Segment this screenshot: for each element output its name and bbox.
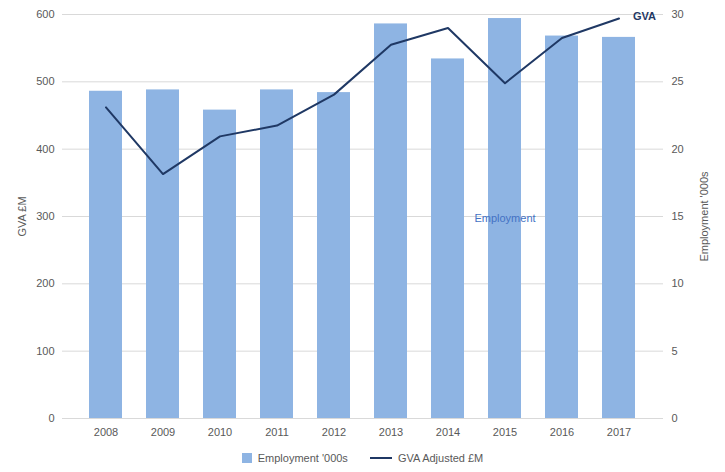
svg-text:2010: 2010	[208, 426, 232, 438]
svg-text:2012: 2012	[322, 426, 346, 438]
svg-text:2009: 2009	[151, 426, 175, 438]
svg-text:0: 0	[48, 412, 54, 424]
svg-text:2013: 2013	[379, 426, 403, 438]
html-text:Employment '000s: Employment '000s	[257, 452, 348, 464]
svg-text:Employment: Employment	[474, 212, 535, 224]
html-text:GVA Adjusted £M: GVA Adjusted £M	[397, 452, 484, 464]
svg-text:15: 15	[672, 210, 684, 222]
svg-text:GVA £M: GVA £M	[16, 196, 28, 236]
svg-text:2017: 2017	[607, 426, 631, 438]
svg-text:400: 400	[36, 143, 54, 155]
svg-text:GVA: GVA	[633, 10, 656, 22]
svg-text:30: 30	[672, 8, 684, 20]
svg-text:2016: 2016	[550, 426, 574, 438]
svg-text:600: 600	[36, 8, 54, 20]
svg-text:5: 5	[672, 345, 678, 357]
svg-text:2011: 2011	[265, 426, 289, 438]
svg-text:300: 300	[36, 210, 54, 222]
svg-text:20: 20	[672, 143, 684, 155]
svg-text:100: 100	[36, 345, 54, 357]
svg-text:10: 10	[672, 277, 684, 289]
svg-text:200: 200	[36, 277, 54, 289]
svg-text:2008: 2008	[94, 426, 118, 438]
svg-text:25: 25	[672, 75, 684, 87]
svg-text:500: 500	[36, 75, 54, 87]
svg-text:2014: 2014	[436, 426, 460, 438]
svg-text:Employment '000s: Employment '000s	[698, 171, 710, 262]
svg-text:0: 0	[672, 412, 678, 424]
svg-text:2015: 2015	[493, 426, 517, 438]
